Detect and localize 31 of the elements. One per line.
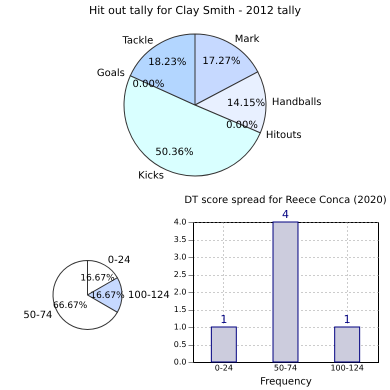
category-label: Goals bbox=[96, 68, 125, 80]
y-tick-label: 1.0 bbox=[174, 322, 186, 332]
data-label: 50.36% bbox=[155, 146, 194, 158]
slice-label: 100-124 bbox=[128, 290, 170, 302]
x-tick-label: 50-74 bbox=[274, 364, 298, 372]
y-tick-label: 2.0 bbox=[174, 288, 186, 296]
slice-label: Tackle bbox=[121, 35, 154, 46]
y-tick-label: 1.5 bbox=[174, 305, 186, 314]
category-label: Hitouts bbox=[266, 130, 302, 142]
slice-label: 0-24 bbox=[108, 254, 130, 266]
y-tick-label: 2.5 bbox=[174, 270, 186, 279]
x-tick-label: 100-124 bbox=[330, 364, 364, 372]
slice-label: Kicks bbox=[138, 170, 164, 182]
y-tick-label: 4.0 bbox=[174, 218, 186, 226]
slice-label: Mark bbox=[234, 34, 260, 46]
x-tick-label: 0-24 bbox=[214, 364, 233, 372]
slice-label: Handballs bbox=[272, 96, 322, 108]
data-label: 1 bbox=[220, 313, 228, 326]
data-label: 1 bbox=[344, 313, 351, 326]
chart-title: Hit out tally for Clay Smith - 2012 tally bbox=[88, 4, 302, 17]
slice-label: 50-74 bbox=[23, 310, 52, 322]
data-label: 18.23% bbox=[148, 57, 186, 68]
y-tick-label: 0.5 bbox=[174, 340, 186, 349]
x-axis-title: Frequency bbox=[260, 376, 312, 388]
y-tick-label: 3.5 bbox=[174, 235, 186, 244]
y-tick-label: 0.0 bbox=[174, 358, 186, 366]
data-label: 14.15% bbox=[227, 98, 266, 109]
data-label: 17.27% bbox=[202, 56, 240, 68]
y-tick-label: 3.0 bbox=[174, 252, 186, 262]
data-label: 4 bbox=[282, 208, 289, 221]
chart-title: DT score spread for Reece Conca (2020) bbox=[184, 195, 387, 206]
